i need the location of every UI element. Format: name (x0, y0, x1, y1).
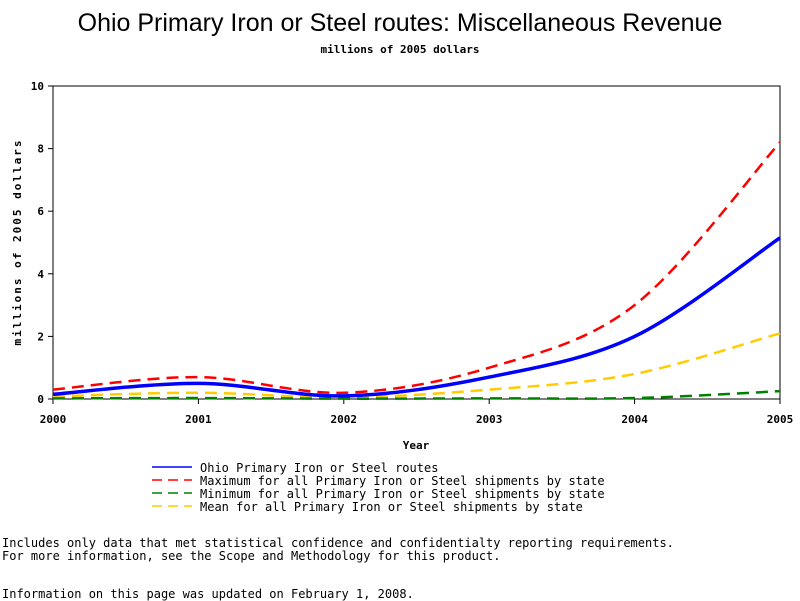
x-tick-label: 2005 (767, 413, 794, 426)
x-tick-label: 2000 (40, 413, 67, 426)
series-layer (52, 141, 781, 400)
legend-label-maximum: Maximum for all Primary Iron or Steel sh… (200, 474, 605, 488)
y-axis-label: millions of 2005 dollars (11, 139, 24, 346)
legend-label-mean: Mean for all Primary Iron or Steel shipm… (200, 500, 583, 514)
legend-label-ohio: Ohio Primary Iron or Steel routes (200, 461, 438, 475)
note-updated: Information on this page was updated on … (2, 587, 414, 601)
y-tick-label: 8 (37, 143, 44, 156)
series-line-maximum (52, 141, 781, 395)
x-axis-label: Year (403, 439, 430, 452)
y-tick-label: 4 (37, 268, 44, 281)
y-tick-label: 2 (37, 330, 44, 343)
series-line-mean (52, 332, 781, 399)
legend-label-minimum: Minimum for all Primary Iron or Steel sh… (200, 487, 605, 501)
x-axis: 2000 2001 2002 2003 2004 2005 (40, 399, 794, 426)
note-confidentiality: Includes only data that met statistical … (2, 536, 674, 550)
x-tick-label: 2002 (331, 413, 358, 426)
chart-title: Ohio Primary Iron or Steel routes: Misce… (78, 9, 723, 37)
y-tick-label: 0 (37, 393, 44, 406)
y-tick-label: 6 (37, 205, 44, 218)
x-tick-label: 2004 (621, 413, 648, 426)
legend: Ohio Primary Iron or Steel routesMaximum… (152, 461, 605, 514)
x-tick-label: 2001 (185, 413, 212, 426)
series-line-ohio (52, 236, 781, 398)
y-tick-label: 10 (31, 80, 44, 93)
chart-subtitle: millions of 2005 dollars (321, 43, 480, 56)
note-methodology: For more information, see the Scope and … (2, 549, 501, 563)
x-tick-label: 2003 (476, 413, 503, 426)
series-line-minimum (52, 389, 781, 400)
plot-frame (52, 85, 781, 400)
y-axis: 0 2 4 6 8 10 (31, 80, 53, 406)
